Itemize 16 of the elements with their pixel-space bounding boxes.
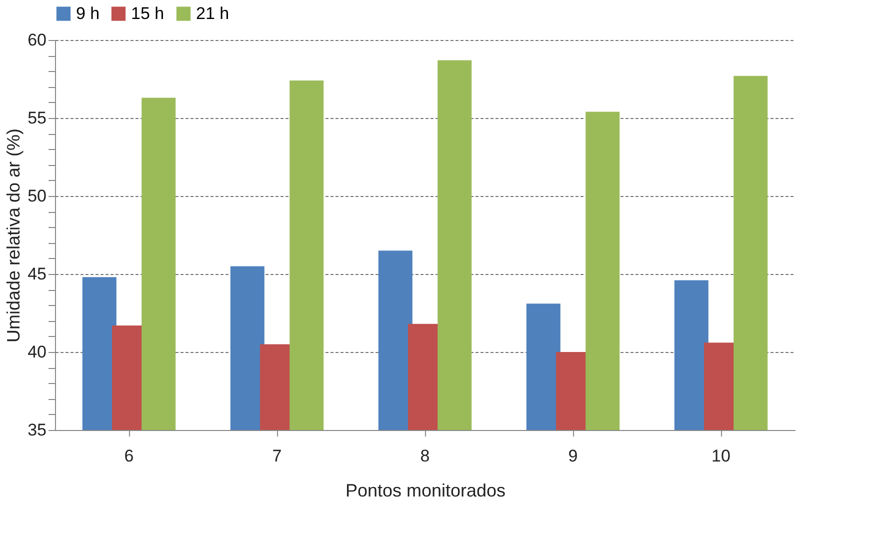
legend-label: 21 h bbox=[196, 4, 230, 23]
x-tick-label: 6 bbox=[124, 446, 134, 466]
y-tick-label: 55 bbox=[28, 108, 46, 128]
y-tick-label: 60 bbox=[28, 30, 46, 50]
y-tick-label: 40 bbox=[28, 342, 46, 362]
legend-label: 15 h bbox=[131, 4, 164, 23]
y-tick-label: 45 bbox=[28, 264, 46, 284]
x-tick-label: 10 bbox=[712, 446, 730, 466]
x-axis-title: Pontos monitorados bbox=[345, 480, 506, 500]
x-tick-label: 8 bbox=[420, 446, 430, 466]
x-tick-label: 7 bbox=[272, 446, 282, 466]
y-tick-label: 35 bbox=[28, 420, 46, 440]
legend-label: 9 h bbox=[76, 4, 100, 23]
x-tick-label: 9 bbox=[568, 446, 578, 466]
y-axis-title: Umidade relativa do ar (%) bbox=[4, 128, 24, 343]
y-tick-label: 50 bbox=[28, 186, 46, 206]
